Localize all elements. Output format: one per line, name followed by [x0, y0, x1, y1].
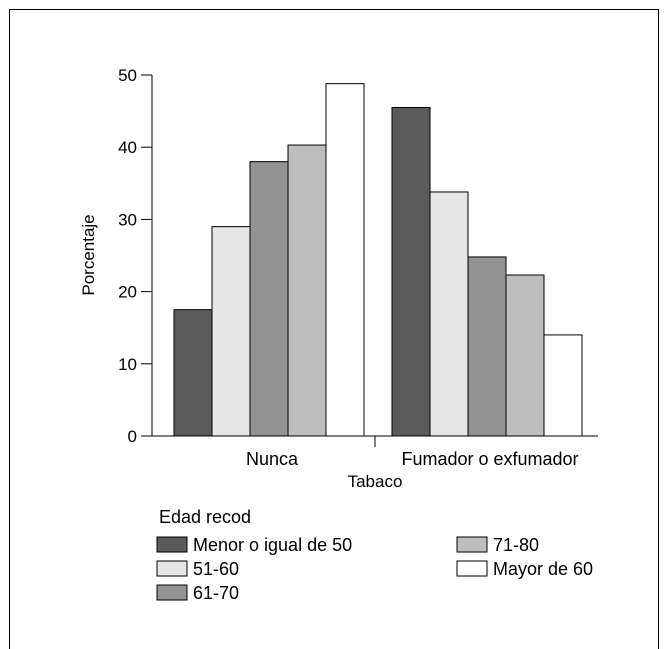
legend-swatch [156, 584, 188, 601]
y-axis-title: Porcentaje [79, 214, 98, 295]
legend-swatch [456, 536, 488, 553]
legend-label: Menor o igual de 50 [193, 535, 352, 555]
y-tick-label: 0 [128, 427, 137, 446]
legend-label: Mayor de 60 [493, 559, 593, 579]
x-tick-label: Nunca [246, 449, 299, 469]
x-tick-label: Fumador o exfumador [401, 449, 578, 469]
legend-label: 71-80 [493, 535, 539, 555]
y-tick-label: 10 [118, 355, 137, 374]
legend-label: 51-60 [193, 559, 239, 579]
x-axis-title: Tabaco [348, 472, 403, 491]
bar [429, 191, 469, 437]
legend: Edad recod Menor o igual de 50 51-60 61-70… [156, 507, 593, 603]
legend-swatch [156, 536, 188, 553]
bar [287, 144, 327, 437]
axes: 0 10 20 30 40 50 Nunca Fumador o exfumador [118, 66, 598, 469]
y-tick-label: 40 [118, 138, 137, 157]
bar [543, 334, 583, 437]
y-tick-label: 20 [118, 283, 137, 302]
bar [211, 226, 251, 437]
y-tick-label: 30 [118, 210, 137, 229]
legend-title: Edad recod [159, 507, 251, 527]
bar [325, 83, 365, 437]
legend-label: 61-70 [193, 583, 239, 603]
y-tick-label: 50 [118, 66, 137, 85]
bar [391, 106, 431, 437]
bars [173, 83, 583, 437]
legend-swatch [156, 560, 188, 577]
bar [505, 274, 545, 437]
chart-frame [9, 9, 659, 649]
bar [173, 309, 213, 437]
legend-swatch [456, 560, 488, 577]
bar [249, 161, 289, 437]
bar [467, 256, 507, 437]
